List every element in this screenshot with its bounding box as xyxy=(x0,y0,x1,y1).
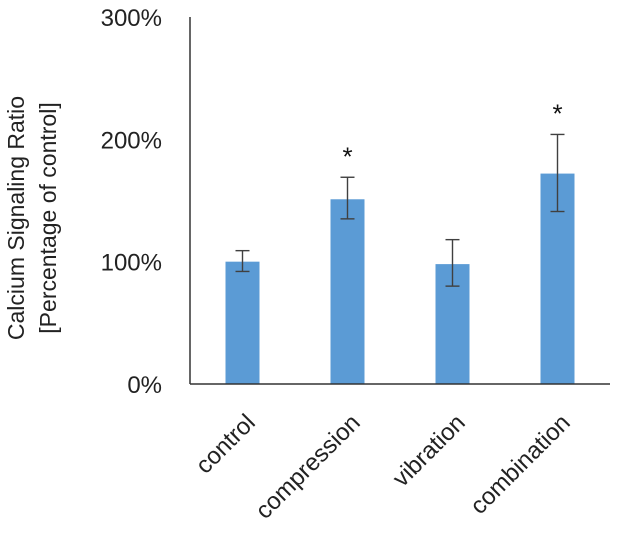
y-tick-label: 100% xyxy=(101,250,162,277)
error-bar-combination xyxy=(550,133,565,213)
error-bar-compression xyxy=(340,176,355,220)
category-label-vibration: vibration xyxy=(388,409,471,492)
significance-star-compression: * xyxy=(342,141,352,171)
y-tick-label: 300% xyxy=(101,5,162,32)
bars xyxy=(225,173,575,384)
y-tick-label: 200% xyxy=(101,127,162,154)
bar-compression xyxy=(330,199,365,384)
error-bar-vibration xyxy=(445,238,460,287)
y-axis-ticks: 0% 100% 200% 300% xyxy=(101,5,162,399)
y-axis-label: Calcium Signaling Ratio [Percentage of c… xyxy=(3,96,61,340)
error-bars xyxy=(235,133,565,287)
category-label-control: control xyxy=(191,409,261,479)
y-tick-label: 0% xyxy=(127,372,162,399)
category-label-compression: compression xyxy=(250,409,365,524)
y-axis-label-line-1: Calcium Signaling Ratio xyxy=(3,96,29,340)
y-axis-label-line-2: [Percentage of control] xyxy=(35,102,61,333)
error-bar-control xyxy=(235,249,250,273)
category-label-combination: combination xyxy=(465,409,576,520)
bar-control xyxy=(225,261,260,384)
significance-star-combination: * xyxy=(552,98,562,128)
significance-markers: ** xyxy=(342,98,562,171)
